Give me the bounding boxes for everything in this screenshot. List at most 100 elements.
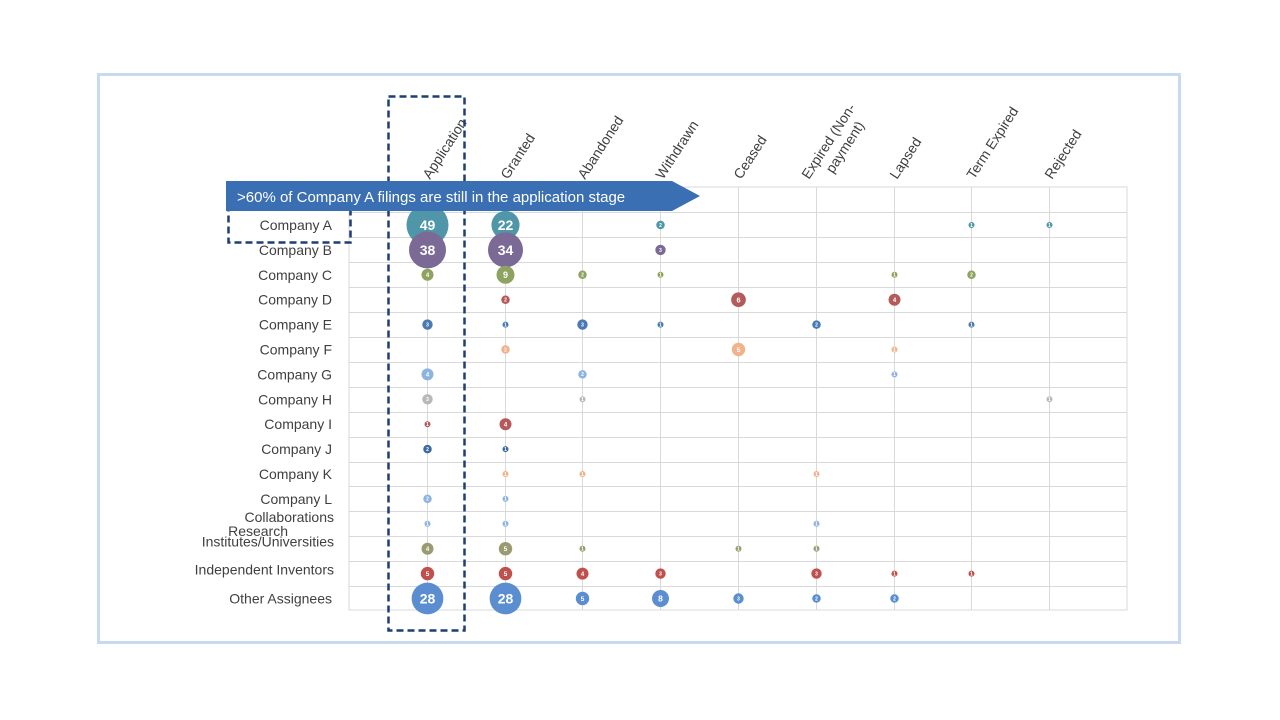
bubble-value-label: 1 bbox=[426, 422, 429, 428]
bubble-company-b-granted: 34 bbox=[488, 232, 523, 267]
bubble-company-c-term-expired: 2 bbox=[967, 271, 975, 279]
bubble-other-assignees-ceased: 3 bbox=[733, 593, 743, 603]
bubble-value-label: 2 bbox=[659, 223, 662, 229]
bubble-company-g-application: 4 bbox=[422, 368, 434, 380]
bubble-research-collaborations-granted: 1 bbox=[503, 521, 509, 528]
column-label-application: Application bbox=[419, 115, 470, 181]
bubble-value-label: 1 bbox=[970, 223, 973, 229]
bubble-value-label: 22 bbox=[498, 217, 514, 233]
bubble-value-label: 2 bbox=[426, 447, 429, 453]
bubbles: 4922211383434921122643131212514213111421… bbox=[407, 204, 1053, 614]
bubble-value-label: 38 bbox=[420, 242, 436, 258]
bubble-company-k-expired-non-payment: 1 bbox=[814, 471, 820, 478]
bubble-company-d-ceased: 6 bbox=[731, 292, 746, 307]
bubble-independent-inventors-expired-non-payment: 3 bbox=[811, 568, 821, 578]
bubble-company-e-abandoned: 3 bbox=[577, 319, 587, 329]
bubble-value-label: 2 bbox=[815, 596, 818, 602]
column-label-ceased: Ceased bbox=[730, 132, 770, 181]
column-label-withdrawn: Withdrawn bbox=[652, 117, 701, 181]
bubble-other-assignees-application: 28 bbox=[412, 583, 444, 615]
bubble-value-label: 2 bbox=[504, 347, 507, 353]
bubble-value-label: 2 bbox=[970, 273, 973, 279]
bubble-value-label: 1 bbox=[581, 397, 584, 403]
bubble-value-label: 9 bbox=[503, 270, 508, 280]
bubble-value-label: 1 bbox=[581, 547, 584, 553]
bubble-company-d-granted: 2 bbox=[501, 295, 509, 303]
row-label-institutes-universities: Institutes/Universities bbox=[202, 534, 334, 550]
bubble-value-label: 1 bbox=[426, 522, 429, 528]
bubble-company-a-rejected: 1 bbox=[1047, 222, 1053, 229]
bubble-value-label: 1 bbox=[737, 547, 740, 553]
row-label-company-i: Company I bbox=[264, 416, 332, 432]
bubble-value-label: 5 bbox=[504, 571, 508, 578]
bubble-value-label: 1 bbox=[504, 472, 507, 478]
bubble-value-label: 1 bbox=[970, 571, 973, 577]
bubble-independent-inventors-abandoned: 4 bbox=[577, 568, 589, 580]
column-labels: ApplicationGrantedAbandonedWithdrawnCeas… bbox=[419, 100, 1085, 191]
bubble-company-c-granted: 9 bbox=[497, 266, 515, 284]
bubble-company-k-granted: 1 bbox=[503, 471, 509, 478]
bubble-value-label: 3 bbox=[426, 397, 429, 403]
bubble-value-label: 3 bbox=[659, 248, 662, 254]
bubble-value-label: 1 bbox=[1048, 397, 1051, 403]
row-label-company-d: Company D bbox=[258, 292, 332, 308]
bubble-company-f-granted: 2 bbox=[501, 345, 509, 353]
bubble-value-label: 2 bbox=[581, 372, 584, 378]
bubble-company-c-abandoned: 2 bbox=[578, 271, 586, 279]
bubble-value-label: 3 bbox=[581, 322, 584, 328]
bubble-independent-inventors-granted: 5 bbox=[499, 567, 512, 580]
bubble-company-i-application: 1 bbox=[425, 421, 431, 428]
row-label-company-c: Company C bbox=[258, 267, 332, 283]
bubble-independent-inventors-withdrawn: 3 bbox=[655, 568, 665, 578]
bubble-company-a-withdrawn: 2 bbox=[656, 221, 664, 229]
row-label-company-g: Company G bbox=[257, 366, 332, 382]
bubble-company-e-granted: 1 bbox=[503, 322, 509, 329]
bubble-company-f-ceased: 5 bbox=[732, 343, 745, 356]
bubble-company-l-application: 2 bbox=[423, 495, 431, 503]
callout-arrow: >60% of Company A filings are still in t… bbox=[226, 181, 700, 211]
bubble-value-label: 1 bbox=[504, 497, 507, 503]
bubble-institutes-universities-application: 4 bbox=[422, 543, 434, 555]
bubble-value-label: 3 bbox=[815, 571, 818, 577]
bubble-value-label: 5 bbox=[426, 571, 430, 578]
bubble-company-d-lapsed: 4 bbox=[889, 294, 901, 306]
row-label-independent-inventors: Independent Inventors bbox=[195, 562, 334, 578]
bubble-value-label: 5 bbox=[737, 347, 741, 354]
row-label-other-assignees: Other Assignees bbox=[229, 591, 332, 607]
bubble-institutes-universities-abandoned: 1 bbox=[580, 546, 586, 553]
column-label-term-expired: Term Expired bbox=[963, 104, 1021, 182]
bubble-company-e-term-expired: 1 bbox=[969, 322, 975, 329]
row-label-company-b: Company B bbox=[259, 242, 332, 258]
bubble-other-assignees-expired-non-payment: 2 bbox=[812, 594, 820, 602]
bubble-company-j-granted: 1 bbox=[503, 446, 509, 453]
bubble-value-label: 3 bbox=[659, 571, 662, 577]
bubble-company-e-withdrawn: 1 bbox=[658, 322, 664, 329]
bubble-value-label: 3 bbox=[426, 322, 429, 328]
bubble-value-label: 1 bbox=[504, 322, 507, 328]
bubble-value-label: 5 bbox=[581, 596, 585, 603]
bubble-value-label: 1 bbox=[504, 447, 507, 453]
bubble-company-b-application: 38 bbox=[409, 231, 446, 268]
bubble-other-assignees-abandoned: 5 bbox=[576, 592, 589, 605]
bubble-value-label: 2 bbox=[581, 273, 584, 279]
bubble-company-h-application: 3 bbox=[422, 394, 432, 404]
bubble-value-label: 1 bbox=[659, 322, 662, 328]
bubble-value-label: 28 bbox=[420, 591, 436, 607]
bubble-research-collaborations-application: 1 bbox=[425, 521, 431, 528]
bubble-other-assignees-lapsed: 2 bbox=[890, 594, 898, 602]
bubble-value-label: 1 bbox=[893, 372, 896, 378]
bubble-value-label: 2 bbox=[426, 497, 429, 503]
column-label-abandoned: Abandoned bbox=[574, 113, 626, 182]
row-label-company-h: Company H bbox=[258, 391, 332, 407]
bubble-institutes-universities-granted: 5 bbox=[499, 542, 512, 555]
bubble-company-l-granted: 1 bbox=[503, 496, 509, 503]
bubble-value-label: 1 bbox=[970, 322, 973, 328]
bubble-value-label: 2 bbox=[893, 596, 896, 602]
bubble-company-h-abandoned: 1 bbox=[580, 396, 586, 403]
bubble-company-e-expired-non-payment: 2 bbox=[812, 320, 820, 328]
row-label-company-l: Company L bbox=[260, 491, 332, 507]
column-label-rejected: Rejected bbox=[1041, 127, 1085, 182]
bubble-value-label: 1 bbox=[504, 522, 507, 528]
bubble-value-label: 5 bbox=[504, 546, 508, 553]
